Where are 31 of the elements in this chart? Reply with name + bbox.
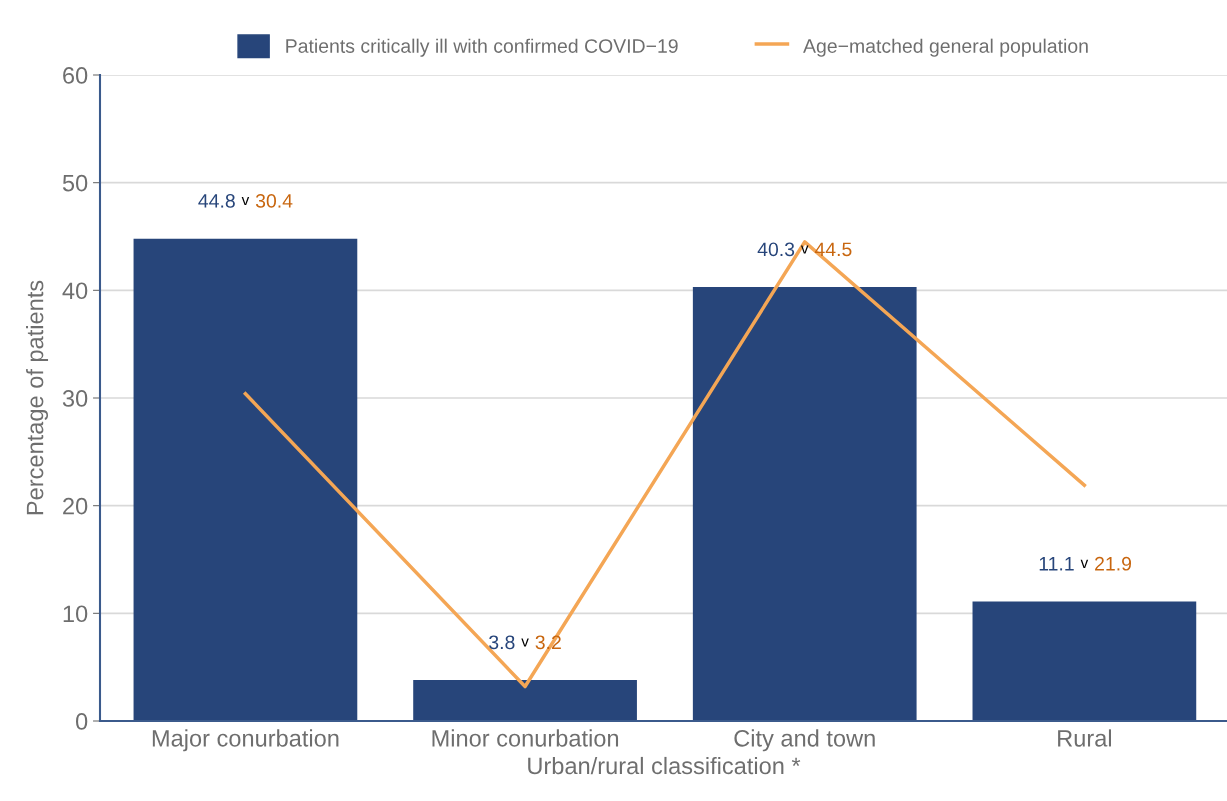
bar	[133, 238, 358, 721]
data-label: 44.8	[198, 193, 235, 208]
y-axis-title: Percentage of patients	[26, 280, 49, 515]
bar	[413, 680, 637, 721]
y-tick-label: 20	[63, 497, 88, 515]
x-tick-label: City and town	[734, 729, 875, 752]
annotation: v	[241, 197, 250, 206]
data-label: 3.8	[489, 635, 515, 650]
x-tick-label: Minor conurbation	[432, 729, 619, 747]
y-tick-label: 40	[62, 282, 88, 300]
x-tick-label: Major conurbation	[152, 729, 339, 752]
legend-label: Age−matched general population	[803, 38, 1088, 57]
annotation: v	[521, 638, 529, 647]
annotation: 30.4	[255, 193, 293, 208]
annotation: 44.5	[814, 242, 852, 257]
bar	[972, 601, 1197, 721]
data-label: 40.3	[757, 242, 795, 257]
y-tick-label: 10	[63, 605, 88, 623]
annotation: 21.9	[1095, 556, 1132, 571]
x-tick-label: Rural	[1058, 729, 1112, 747]
y-tick-label: 30	[62, 390, 88, 407]
bar	[692, 287, 917, 721]
x-axis-title: Urban/rural classification *	[528, 756, 801, 775]
annotation: v	[800, 245, 809, 254]
line-series	[243, 240, 1087, 689]
data-label: 11.1	[1039, 557, 1074, 571]
y-tick-label: 0	[75, 713, 88, 730]
y-tick-label: 60	[63, 67, 88, 84]
legend-label: Patients critically ill with confirmed COVID−19	[286, 38, 678, 57]
y-tick-label: 50	[62, 174, 88, 192]
annotation: v	[1080, 559, 1089, 568]
